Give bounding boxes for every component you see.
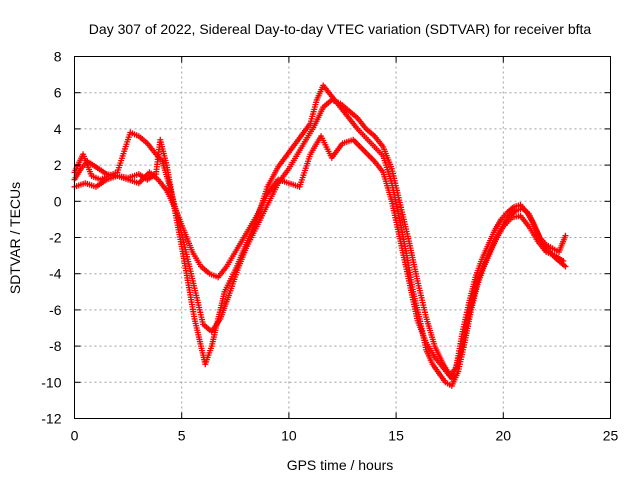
data-points (71, 82, 569, 389)
y-axis: -12 -10 -8 -6 -4 -2 0 2 4 6 8 (41, 49, 611, 427)
x-tick-label: 0 (71, 428, 79, 444)
data-point (562, 263, 569, 270)
y-tick-label: 0 (54, 193, 62, 209)
y-tick-label: 6 (54, 85, 62, 101)
series-points (71, 133, 567, 382)
y-axis-label: SDTVAR / TECUs (7, 182, 23, 294)
x-tick-label: 15 (388, 428, 404, 444)
x-tick-label: 10 (281, 428, 297, 444)
y-tick-label: 4 (54, 121, 62, 137)
y-tick-label: -8 (49, 338, 62, 354)
data-point (560, 258, 567, 265)
x-axis: 0 5 10 15 20 25 (71, 56, 619, 444)
series-points (71, 96, 569, 379)
y-tick-label: -4 (49, 266, 62, 282)
x-tick-label: 5 (178, 428, 186, 444)
y-tick-label: -2 (49, 230, 62, 246)
chart-title: Day 307 of 2022, Sidereal Day-to-day VTE… (89, 21, 592, 37)
y-tick-label: -6 (49, 302, 62, 318)
data-point (562, 232, 569, 239)
x-tick-label: 25 (603, 428, 619, 444)
x-tick-label: 20 (496, 428, 512, 444)
x-axis-label: GPS time / hours (287, 457, 394, 473)
y-tick-label: -10 (41, 374, 61, 390)
y-tick-label: 2 (54, 157, 62, 173)
y-tick-label: 8 (54, 49, 62, 65)
grid (74, 56, 611, 419)
y-tick-label: -12 (41, 411, 61, 427)
